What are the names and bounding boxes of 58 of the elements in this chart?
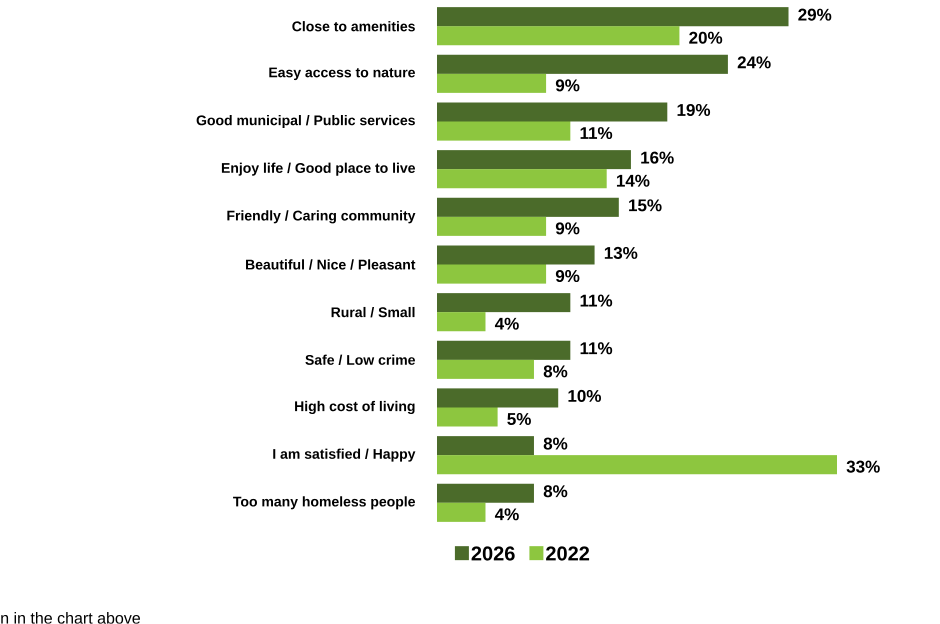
bar [437, 54, 728, 74]
bar [437, 150, 631, 170]
y-tick-label: Enjoy life / Good place to live [222, 162, 415, 176]
y-tick-label: Too many homeless people [233, 496, 415, 510]
y-tick-label: Easy access to nature [269, 68, 415, 80]
data-label: 4% [494, 318, 519, 330]
data-label: 15% [629, 199, 662, 212]
y-tick-label: High cost of living [295, 401, 415, 414]
bar [437, 388, 558, 408]
legend-label: 2026 [472, 546, 515, 561]
data-label: 10% [568, 390, 601, 402]
bar [437, 26, 680, 46]
data-label: 8% [544, 365, 568, 378]
data-label: 14% [616, 174, 650, 187]
text: n in the chart above [1, 612, 140, 624]
legend-label: 2022 [546, 546, 590, 561]
bar [437, 198, 619, 217]
bar [437, 360, 534, 379]
data-label: 4% [494, 508, 519, 520]
bar [437, 264, 546, 284]
bar [437, 122, 570, 141]
data-label: 19% [678, 104, 710, 116]
data-label: 20% [689, 32, 722, 44]
y-tick-label: Good municipal / Public services [196, 115, 415, 128]
y-tick-label: Rural / Small [332, 307, 414, 318]
data-label: 5% [507, 413, 531, 426]
bar [437, 102, 668, 122]
bar [437, 340, 570, 360]
data-label: 11% [580, 127, 612, 140]
bar [437, 436, 534, 456]
data-label: 9% [556, 222, 580, 234]
data-label: 9% [556, 79, 580, 92]
bar [437, 455, 838, 474]
y-tick-label: I am satisfied / Happy [273, 448, 416, 462]
bar [437, 502, 486, 522]
bar [437, 484, 534, 503]
data-label: 8% [544, 438, 568, 450]
data-label: 11% [580, 342, 612, 354]
data-label: 29% [798, 8, 832, 21]
data-label: 8% [544, 485, 568, 498]
bar [437, 216, 546, 236]
y-tick-label: Beautiful / Nice / Pleasant [246, 259, 416, 270]
data-label: 13% [604, 247, 638, 260]
y-tick-label: Safe / Low crime [305, 354, 415, 366]
bar [437, 169, 607, 188]
data-label: 33% [846, 460, 880, 473]
data-label: 11% [580, 294, 612, 307]
bar [437, 293, 570, 312]
bar [437, 408, 498, 427]
data-label: 9% [556, 270, 580, 282]
y-tick-label: Close to amenities [292, 21, 415, 32]
bar [437, 74, 546, 94]
bar [437, 312, 486, 332]
data-label: 16% [641, 152, 674, 164]
data-label: 24% [738, 56, 771, 68]
bar [437, 7, 789, 26]
bar [437, 246, 595, 265]
y-tick-label: Friendly / Caring community [227, 210, 416, 224]
